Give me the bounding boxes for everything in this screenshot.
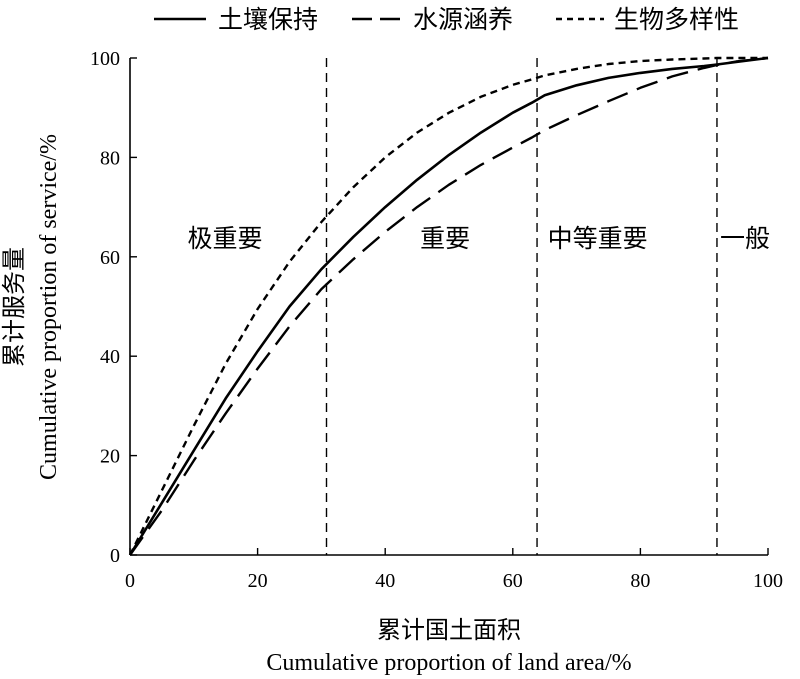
x-tick-label: 20 xyxy=(248,570,268,592)
x-tick-label: 80 xyxy=(630,570,650,592)
x-tick-label: 100 xyxy=(753,570,783,592)
y-tick-label: 20 xyxy=(100,446,120,468)
zone-label-1: 极重要 xyxy=(188,224,263,253)
x-tick-label: 40 xyxy=(375,570,395,592)
y-tick-label: 40 xyxy=(100,346,120,368)
series-line-2 xyxy=(129,56,769,556)
x-axis-label-en: Cumulative proportion of land area/% xyxy=(266,650,631,676)
series-line-1 xyxy=(128,56,769,556)
series-line-3 xyxy=(128,56,768,556)
y-tick-label: 100 xyxy=(90,48,120,70)
x-tick-label: 60 xyxy=(503,570,523,592)
zone-label-4: 一般 xyxy=(720,224,770,253)
plot-area: 0 20 40 60 80 100 0 20 40 60 80 100 极重要 重要 中等重要 一般 xyxy=(90,48,783,592)
y-tick-label: 80 xyxy=(100,147,120,169)
legend-label-1: 土壤保持 xyxy=(218,5,318,34)
legend: 土壤保持 水源涵养 生物多样性 xyxy=(154,5,739,34)
zone-label-3: 中等重要 xyxy=(548,224,648,253)
x-axis-label-zh: 累计国土面积 xyxy=(377,616,521,644)
y-tick-label: 60 xyxy=(100,247,120,269)
y-tick-label: 0 xyxy=(110,545,120,567)
y-axis-label-en: Cumulative proportion of service/% xyxy=(36,134,62,480)
legend-label-3: 生物多样性 xyxy=(614,5,739,34)
x-tick-label: 0 xyxy=(125,570,135,592)
legend-label-2: 水源涵养 xyxy=(413,5,513,34)
y-axis-label-zh: 累计服务量 xyxy=(0,247,28,367)
zone-label-2: 重要 xyxy=(420,224,470,253)
